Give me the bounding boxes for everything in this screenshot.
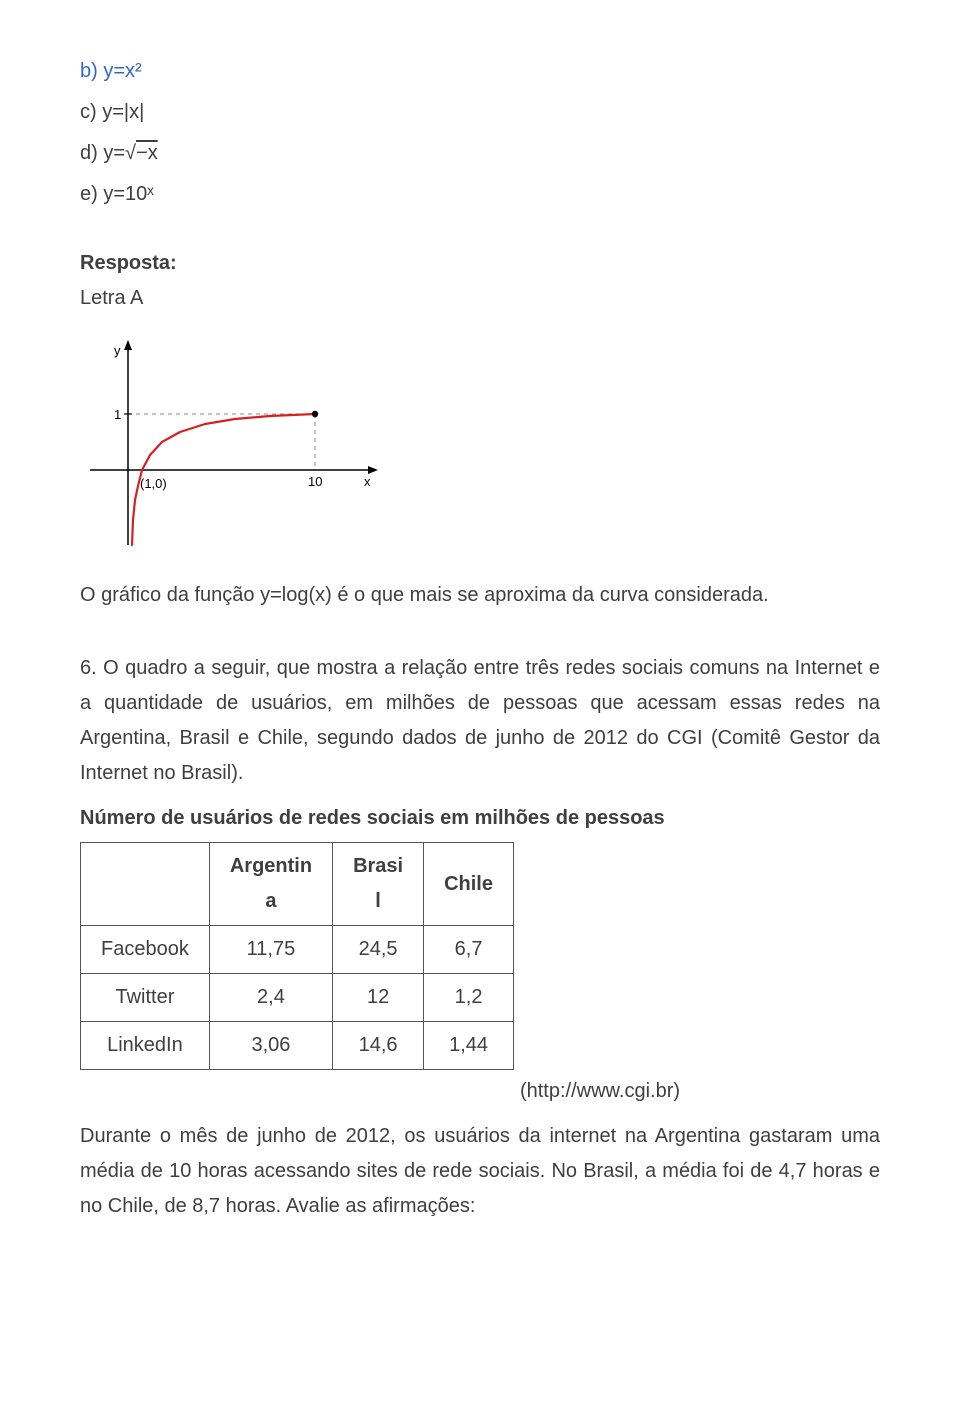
col-brasil-l2: l bbox=[375, 890, 381, 912]
x-axis-label: x bbox=[364, 474, 371, 489]
col-empty bbox=[81, 843, 210, 926]
row-label: Twitter bbox=[81, 974, 210, 1022]
option-d-radicand: −x bbox=[136, 142, 158, 164]
resposta-value: Letra A bbox=[80, 281, 880, 316]
cell: 1,44 bbox=[424, 1022, 514, 1070]
col-argentina-l1: Argentin bbox=[230, 855, 312, 877]
cell: 6,7 bbox=[424, 926, 514, 974]
table-title: Número de usuários de redes sociais em m… bbox=[80, 801, 880, 836]
cell: 2,4 bbox=[209, 974, 332, 1022]
table-row: LinkedIn 3,06 14,6 1,44 bbox=[81, 1022, 514, 1070]
point-10-1 bbox=[312, 411, 318, 417]
paragraph-1: O gráfico da função y=log(x) é o que mai… bbox=[80, 578, 880, 613]
option-e: e) y=10ˣ bbox=[80, 177, 880, 212]
table-source: (http://www.cgi.br) bbox=[320, 1074, 880, 1109]
col-argentina-l2: a bbox=[265, 890, 276, 912]
col-brasil: Brasi l bbox=[333, 843, 424, 926]
cell: 1,2 bbox=[424, 974, 514, 1022]
y-axis-label: y bbox=[114, 343, 121, 358]
row-label: Facebook bbox=[81, 926, 210, 974]
table-row: Twitter 2,4 12 1,2 bbox=[81, 974, 514, 1022]
col-chile: Chile bbox=[424, 843, 514, 926]
option-d-sqrt: √−x bbox=[125, 142, 158, 164]
option-d-prefix: d) y= bbox=[80, 142, 125, 164]
option-b: b) y=x² bbox=[80, 54, 880, 89]
paragraph-3: Durante o mês de junho de 2012, os usuár… bbox=[80, 1119, 880, 1224]
social-table: Argentin a Brasi l Chile Facebook 11,75 … bbox=[80, 842, 514, 1070]
origin-label: (1,0) bbox=[140, 476, 167, 491]
option-d: d) y=√−x bbox=[80, 136, 880, 171]
col-brasil-l1: Brasi bbox=[353, 855, 403, 877]
row-label: LinkedIn bbox=[81, 1022, 210, 1070]
col-argentina: Argentin a bbox=[209, 843, 332, 926]
table-row: Facebook 11,75 24,5 6,7 bbox=[81, 926, 514, 974]
paragraph-2: 6. O quadro a seguir, que mostra a relaç… bbox=[80, 651, 880, 791]
y-axis-arrow bbox=[124, 340, 132, 350]
chart-svg: y x 1 10 (1,0) bbox=[80, 340, 380, 550]
log-chart: y x 1 10 (1,0) bbox=[80, 340, 880, 550]
x-axis-arrow bbox=[368, 466, 378, 474]
cell: 12 bbox=[333, 974, 424, 1022]
tick-y1-label: 1 bbox=[114, 407, 121, 422]
cell: 3,06 bbox=[209, 1022, 332, 1070]
cell: 14,6 bbox=[333, 1022, 424, 1070]
tick-x10-label: 10 bbox=[308, 474, 322, 489]
option-c: c) y=|x| bbox=[80, 95, 880, 130]
cell: 24,5 bbox=[333, 926, 424, 974]
col-chile-l1: Chile bbox=[444, 873, 493, 895]
table-header-row: Argentin a Brasi l Chile bbox=[81, 843, 514, 926]
cell: 11,75 bbox=[209, 926, 332, 974]
resposta-label: Resposta: bbox=[80, 246, 880, 281]
